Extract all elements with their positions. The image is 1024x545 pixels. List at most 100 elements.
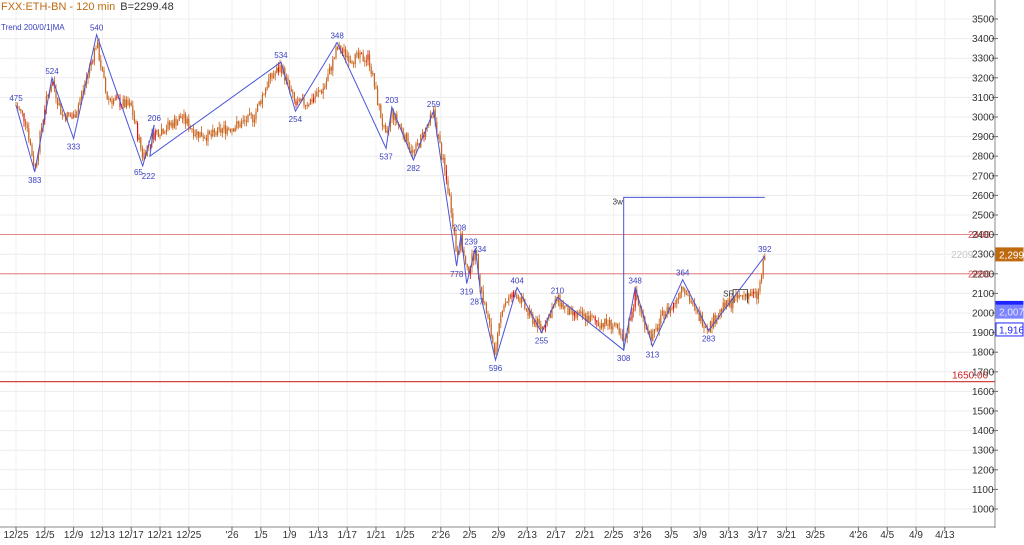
- candle-body: [101, 67, 103, 70]
- candle-body: [33, 156, 35, 167]
- candle-body: [73, 114, 75, 118]
- candle-body: [610, 319, 612, 330]
- candle-body: [620, 333, 622, 335]
- candle-body: [498, 323, 500, 334]
- candle-body: [740, 295, 742, 297]
- pivot-label: 319: [460, 288, 474, 297]
- candle-body: [103, 69, 105, 78]
- candle-body: [378, 104, 380, 106]
- candle-body: [113, 99, 115, 104]
- candle-body: [762, 260, 764, 276]
- candle-body: [593, 316, 595, 318]
- y-tick-label: 2800: [972, 152, 995, 163]
- candle-body: [161, 129, 163, 136]
- candle-body: [692, 302, 694, 304]
- symbol-label[interactable]: FXX:ETH-BN - 120 min B=2299.48: [1, 1, 174, 13]
- candle-body: [517, 297, 519, 299]
- candle-body: [628, 319, 630, 334]
- x-tick-label: 3/5: [664, 530, 678, 540]
- pivot-label: 313: [646, 350, 660, 359]
- candle-body: [733, 297, 735, 303]
- candle-body: [255, 111, 257, 120]
- candle-body: [652, 333, 654, 341]
- candle-body: [306, 105, 308, 107]
- candle-body: [449, 193, 451, 196]
- candle-body: [401, 127, 403, 129]
- candle-body: [52, 81, 54, 86]
- x-tick-label: 12/13: [90, 530, 115, 540]
- candle-body: [721, 309, 723, 312]
- candle-body: [237, 121, 239, 124]
- pivot-label: 65: [134, 168, 143, 177]
- x-axis[interactable]: 12/25 12/5 12/9 12/13 12/17 12/21 12/25 '26 1/5 1…: [0, 526, 995, 541]
- candle-body: [658, 323, 660, 331]
- candle-body: [297, 101, 299, 106]
- x-tick-label: 1/17: [337, 530, 357, 540]
- candle-body: [55, 88, 57, 99]
- pivot-label: 283: [702, 335, 716, 344]
- candle-body: [345, 48, 347, 58]
- candle-body: [289, 81, 291, 89]
- candle-body: [265, 88, 267, 94]
- candle-body: [657, 327, 659, 331]
- candle-body: [484, 302, 486, 304]
- candle-body: [106, 91, 108, 100]
- candle-body: [137, 123, 139, 140]
- candle-body: [519, 297, 521, 304]
- candle-body: [189, 128, 191, 130]
- candle-body: [141, 148, 143, 158]
- candle-body: [745, 294, 747, 297]
- candle-body: [165, 129, 167, 133]
- candle-body: [266, 86, 268, 89]
- candle-body: [225, 125, 227, 134]
- candle-body: [713, 314, 715, 328]
- candle-body: [431, 112, 433, 115]
- candle-body: [130, 102, 132, 106]
- candle-body: [124, 98, 126, 108]
- candle-body: [180, 115, 182, 119]
- candle-body: [204, 137, 206, 139]
- candle-body: [82, 90, 84, 94]
- candle-body: [665, 313, 667, 319]
- x-tick-label: 4'26: [849, 530, 868, 540]
- candle-body: [380, 104, 382, 119]
- candle-body: [463, 250, 465, 256]
- candle-body: [687, 294, 689, 296]
- ghost-price-label: 2209: [951, 250, 974, 261]
- candle-body: [164, 132, 166, 134]
- study-label[interactable]: Trend 200/0/1|MA: [1, 23, 65, 32]
- candle-body: [434, 109, 436, 122]
- candle-body: [212, 129, 214, 137]
- candle-body: [268, 78, 270, 87]
- candle-body: [226, 128, 228, 134]
- candle-body: [330, 67, 332, 71]
- candle-body: [66, 112, 68, 121]
- pivot-label: 392: [758, 245, 772, 254]
- candle-body: [617, 323, 619, 328]
- candle-body: [68, 112, 70, 115]
- candle-body: [213, 129, 215, 133]
- candle-body: [169, 121, 171, 126]
- y-tick-label: 3400: [972, 34, 995, 45]
- candle-body: [57, 98, 59, 105]
- candle-body: [207, 130, 209, 142]
- candle-body: [535, 320, 537, 327]
- y-tick-label: 3100: [972, 93, 995, 104]
- candle-body: [690, 301, 692, 304]
- candle-body: [572, 309, 574, 316]
- candle-body: [468, 266, 470, 274]
- candle-body: [329, 67, 331, 75]
- candle-body: [47, 94, 49, 97]
- candle-body: [349, 61, 351, 63]
- pivot-label: 475: [9, 94, 23, 103]
- candle-body: [639, 304, 641, 312]
- y-tick-label: 2600: [972, 191, 995, 202]
- candle-body: [532, 314, 534, 324]
- y-axis[interactable]: 1000 1100 1200 1300 1400 1500 1600 1700 1800 1900…: [972, 0, 998, 528]
- candle-body: [586, 315, 588, 322]
- candle-body: [90, 61, 92, 66]
- candle-body: [157, 130, 159, 137]
- candle-body: [393, 110, 395, 121]
- candle-layer: [15, 38, 766, 358]
